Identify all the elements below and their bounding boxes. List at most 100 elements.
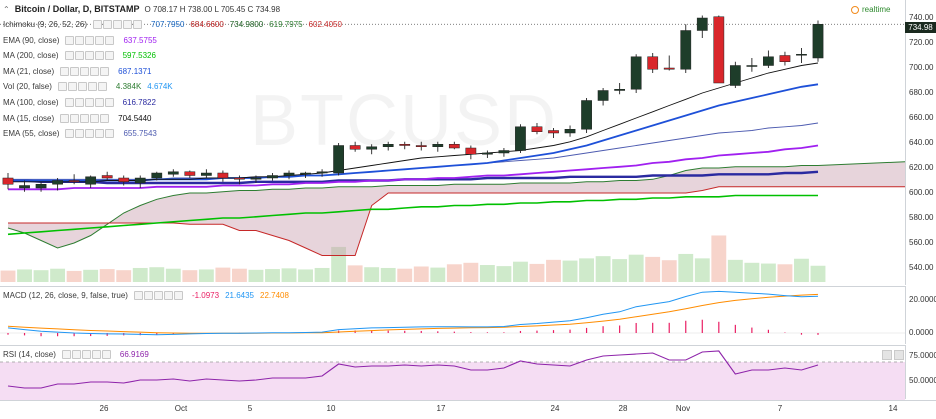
candle: [333, 145, 344, 174]
candle: [85, 176, 97, 185]
candle: [581, 100, 592, 130]
macd-legend-tools[interactable]: [133, 291, 183, 300]
volume-bar: [694, 258, 710, 282]
price-tick: 740.00: [909, 13, 934, 22]
rsi-value: 66.9169: [119, 350, 149, 359]
rsi-chart[interactable]: [0, 346, 905, 400]
volume-bar: [496, 266, 512, 282]
candle: [118, 177, 130, 182]
volume-bar: [215, 267, 231, 282]
ichimoku-span-a-future: [817, 161, 905, 166]
volume-bar: [711, 235, 727, 282]
volume-bar: [347, 265, 363, 282]
time-tick: 26: [99, 404, 109, 413]
rsi-tick: 75.0000: [909, 351, 936, 360]
price-tick: 600.00: [909, 188, 934, 197]
volume-bar: [463, 262, 479, 282]
rsi-pane-buttons[interactable]: [882, 350, 904, 360]
candle: [52, 180, 63, 185]
symbol-watermark: BTCUSD: [250, 80, 558, 162]
maximize-pane-icon: [882, 350, 892, 360]
candle: [283, 172, 295, 176]
legend-row: MA (100, close) 616.7822: [3, 98, 156, 107]
macd-legend-name: MACD (12, 26, close, 9, false, true): [3, 291, 128, 300]
legend-tools[interactable]: [65, 129, 115, 139]
legend-tools[interactable]: [60, 113, 110, 123]
legend-row: EMA (55, close) 655.7543: [3, 129, 157, 139]
candle: [796, 54, 807, 56]
legend-tools[interactable]: [60, 66, 110, 76]
legend-indicator-name: MA (100, close): [3, 98, 59, 107]
volume-bar: [513, 261, 528, 282]
candle: [382, 144, 394, 147]
macd-pane[interactable]: MACD (12, 26, close, 9, false, true) -1.…: [0, 286, 905, 345]
realtime-indicator[interactable]: realtime: [851, 5, 890, 14]
candle: [167, 171, 179, 175]
symbol-title: Bitcoin / Dollar, D, BITSTAMP: [14, 4, 140, 14]
volume-bar: [777, 264, 793, 282]
rsi-legend-name: RSI (14, close): [3, 350, 56, 359]
candle: [134, 177, 146, 184]
volume-bar: [66, 270, 82, 282]
volume-bar: [314, 267, 330, 282]
legend-tools[interactable]: [93, 20, 143, 29]
candle: [432, 144, 444, 147]
candle: [647, 56, 659, 70]
rsi-pane[interactable]: RSI (14, close) 66.9169: [0, 345, 905, 400]
rsi-axis[interactable]: 75.0000 50.0000: [905, 345, 936, 399]
legend-tools[interactable]: [64, 51, 114, 61]
volume-bar: [612, 259, 628, 282]
price-chart[interactable]: [0, 0, 905, 285]
macd-tick: 20.0000: [909, 295, 936, 304]
volume-bar: [446, 264, 462, 282]
volume-bar: [744, 262, 760, 282]
volume-bar: [810, 265, 826, 282]
macd-chart[interactable]: [0, 287, 905, 345]
legend-value: 602.4050: [308, 20, 342, 29]
candle: [763, 56, 774, 66]
price-tick: 620.00: [909, 163, 934, 172]
candle: [729, 65, 741, 86]
candle: [630, 56, 642, 90]
legend-row: Ichimoku (9, 26, 52, 26) 707.7950 684.6600…: [3, 20, 342, 29]
candle: [68, 180, 80, 182]
macd-signal-value: 22.7408: [260, 291, 289, 300]
volume-bar: [33, 270, 49, 282]
price-tick: 680.00: [909, 88, 934, 97]
macd-line: [7, 290, 819, 336]
time-axis[interactable]: 26 Oct 5 10 17 24 28 Nov 7 14: [0, 400, 936, 419]
volume-bar: [794, 258, 809, 282]
price-tick: 560.00: [909, 238, 934, 247]
candle: [680, 30, 692, 70]
volume-bar: [430, 267, 446, 282]
legend-value: 734.9800: [229, 20, 264, 29]
volume-bar: [529, 263, 545, 282]
candle: [19, 185, 30, 189]
legend-tools[interactable]: [57, 82, 107, 92]
candle: [812, 24, 824, 59]
legend-value: 704.5440: [118, 113, 152, 123]
time-tick: 5: [247, 404, 253, 413]
volume-bar: [265, 269, 280, 282]
volume-bar: [413, 266, 429, 282]
collapse-icon[interactable]: ⌃: [3, 4, 10, 14]
volume-bar: [678, 253, 694, 282]
volume-bar: [661, 260, 677, 282]
volume-bar: [397, 268, 413, 282]
macd-axis[interactable]: 20.0000 0.0000: [905, 286, 936, 344]
time-tick: 28: [618, 404, 628, 413]
price-axis[interactable]: 740.00 720.00 700.00 680.00 660.00 640.00 620.…: [905, 0, 936, 285]
legend-tools[interactable]: [65, 35, 115, 45]
rsi-tick: 50.0000: [909, 376, 936, 385]
legend-tools[interactable]: [64, 98, 114, 107]
price-tick: 580.00: [909, 213, 934, 222]
volume-bar: [0, 270, 16, 282]
volume-bar: [132, 267, 148, 282]
volume-bar: [149, 267, 165, 282]
candle: [614, 89, 626, 91]
candle: [234, 177, 245, 180]
legend-value: 637.5755: [123, 35, 157, 45]
legend-indicator-name: MA (15, close): [3, 113, 55, 123]
price-pane[interactable]: BTCUSD ⌃ Bitcoin / Dollar, D, BITSTAMP O…: [0, 0, 905, 285]
rsi-legend-tools[interactable]: [61, 350, 111, 359]
